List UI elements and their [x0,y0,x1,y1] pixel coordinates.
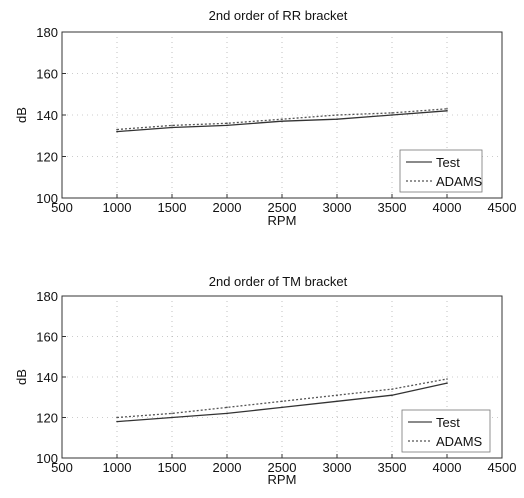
y-tick-label: 160 [36,67,58,82]
x-tick-labels: 500 1000 1500 2000 2500 3000 3500 4000 4500 [51,454,516,475]
x-tick-label: 500 [51,460,73,475]
data-point-adams [281,400,283,403]
data-point-adams [446,107,448,110]
data-point-adams [336,394,338,397]
legend-label-adams: ADAMS [436,174,483,189]
data-point-test [336,400,338,403]
y-tick-label: 140 [36,108,58,123]
legend-label-adams: ADAMS [436,434,483,449]
chart-rr-bracket: 2nd order of RR bracket 500 1000 1500 2000 2… [14,8,516,228]
legend: Test ADAMS [399,149,483,193]
series-lines [116,107,448,133]
y-tick-label: 140 [36,370,58,385]
data-point-test [446,110,448,112]
x-tick-label: 1000 [103,200,132,215]
y-tick-labels: 100 120 140 160 180 [36,289,66,466]
grid [62,32,502,198]
x-tick-label: 1500 [158,460,187,475]
data-point-adams [171,124,173,127]
legend-label-test: Test [436,155,460,170]
x-tick-labels: 500 1000 1500 2000 2500 3000 3500 4000 4500 [51,194,516,215]
x-tick-label: 1500 [158,200,187,215]
y-tick-label: 120 [36,411,58,426]
data-point-adams [391,388,393,390]
x-tick-label: 4500 [488,200,517,215]
data-point-test [116,420,118,423]
y-tick-labels: 100 120 140 160 180 [36,25,66,206]
data-point-test [391,394,393,397]
x-tick-label: 4000 [433,460,462,475]
x-axis-label: RPM [268,472,297,487]
legend-label-test: Test [436,415,460,430]
chart-title: 2nd order of TM bracket [209,274,348,289]
data-point-test [336,118,338,120]
data-point-test [116,130,118,133]
chart-tm-bracket: 2nd order of TM bracket 500 1000 1500 2000 2… [14,274,516,487]
x-tick-label: 2500 [268,200,297,215]
legend-box [399,149,483,193]
data-point-adams [226,122,228,125]
y-axis-label: dB [14,369,29,385]
legend: Test ADAMS [401,409,491,453]
data-point-test [226,412,228,415]
x-tick-label: 2500 [268,460,297,475]
data-point-adams [336,114,338,116]
x-tick-label: 3500 [378,460,407,475]
x-tick-label: 2000 [213,460,242,475]
series-lines [116,378,448,423]
x-tick-label: 4000 [433,200,462,215]
data-point-adams [281,118,283,120]
x-axis-label: RPM [268,213,297,228]
legend-box [401,409,491,453]
x-tick-label: 3500 [378,200,407,215]
x-tick-label: 1000 [103,460,132,475]
data-point-test [446,382,448,384]
data-point-test [281,120,283,123]
y-tick-label: 100 [36,191,58,206]
x-tick-label: 4500 [488,460,517,475]
y-axis-label: dB [14,107,29,123]
x-tick-label: 500 [51,200,73,215]
y-tick-label: 180 [36,25,58,40]
y-tick-label: 180 [36,289,58,304]
data-point-adams [391,112,393,114]
chart-title: 2nd order of RR bracket [209,8,348,23]
data-point-test [281,406,283,409]
data-point-test [226,124,228,127]
data-point-adams [226,406,228,409]
data-point-test [391,114,393,116]
y-tick-label: 100 [36,451,58,466]
x-tick-label: 2000 [213,200,242,215]
x-tick-label: 3000 [323,460,352,475]
data-point-adams [116,128,118,131]
data-point-test [171,126,173,129]
data-point-test [171,416,173,419]
data-point-adams [171,412,173,415]
data-point-adams [446,378,448,380]
y-tick-label: 120 [36,150,58,165]
data-point-adams [116,416,118,419]
y-tick-label: 160 [36,330,58,345]
x-tick-label: 3000 [323,200,352,215]
